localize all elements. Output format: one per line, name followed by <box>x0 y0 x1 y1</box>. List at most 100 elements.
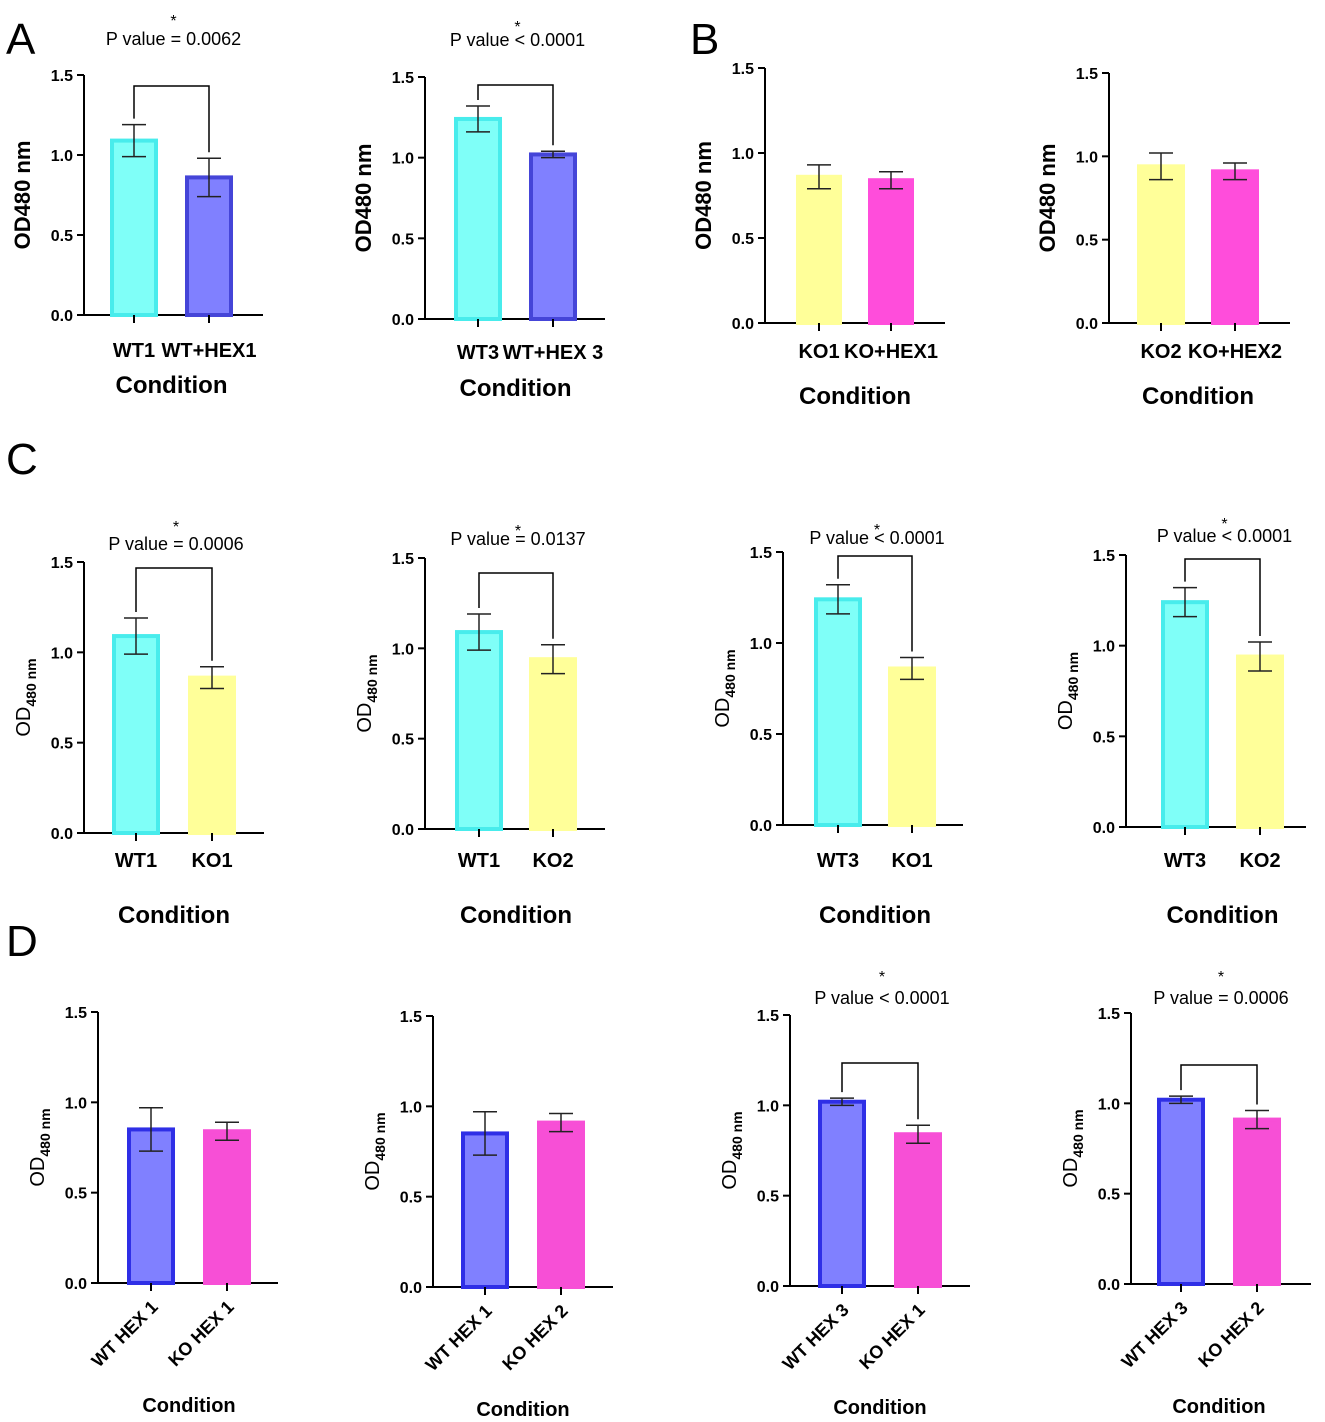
y-tick-label: 0.0 <box>1076 316 1098 333</box>
significance-star: * <box>173 519 179 536</box>
significance-bracket <box>841 1062 919 1120</box>
y-tick-label: 1.5 <box>750 545 772 562</box>
chart-3: 0.0 0.5 1.0 1.5 KO1 KO+HEX1 Condition OD480 nm <box>691 61 945 410</box>
chart-12: 0.0 0.5 1.0 1.5 WT HEX 3 KO HEX 2 Condition OD4… <box>1060 969 1311 1418</box>
significance-star: * <box>514 19 520 36</box>
x-category-label: KO1 <box>798 341 839 363</box>
p-value-label: P value < 0.0001 <box>809 528 944 548</box>
y-axis-title: OD480 nm <box>10 141 35 250</box>
y-tick-label: 0.0 <box>392 312 414 329</box>
y-axis-title: OD480 nm <box>1035 144 1060 253</box>
y-tick-label: 1.5 <box>1076 66 1098 83</box>
y-axis-title-main: OD <box>1055 700 1077 730</box>
significance-bracket <box>133 85 210 153</box>
x-category-label: WT3 <box>817 850 859 872</box>
bar-ko-hex1 <box>868 178 914 325</box>
x-category-label: WT HEX 1 <box>88 1297 162 1371</box>
y-tick-label: 1.0 <box>1093 639 1115 656</box>
significance-bracket <box>1180 1064 1258 1105</box>
significance-star: * <box>170 13 176 30</box>
y-tick-label: 0.0 <box>400 1280 422 1297</box>
y-tick-label: 1.0 <box>392 151 414 168</box>
y-axis-title-main: OD <box>13 707 35 737</box>
y-tick-label: 1.5 <box>65 1005 87 1022</box>
x-category-label: WT+HEX 3 <box>503 342 604 364</box>
y-axis-title: OD480 nm <box>719 1111 745 1189</box>
y-tick-label: 1.5 <box>392 551 414 568</box>
y-axis-title: OD480 nm <box>1055 652 1081 730</box>
x-category-label: KO1 <box>891 850 932 872</box>
bar-ko2 <box>529 657 577 831</box>
bar-ko1 <box>888 666 936 827</box>
y-tick-label: 0.5 <box>65 1186 87 1203</box>
y-tick-label: 0.5 <box>1093 729 1115 746</box>
y-axis-title: OD480 nm <box>712 649 738 727</box>
x-axis-title: Condition <box>460 375 572 402</box>
x-category-label: WT1 <box>113 340 155 362</box>
y-tick-label: 0.0 <box>392 822 414 839</box>
x-axis-title: Condition <box>116 372 228 399</box>
chart-9: 0.0 0.5 1.0 1.5 WT HEX 1 KO HEX 1 Condition OD4… <box>27 1005 278 1417</box>
x-axis-title: Condition <box>460 902 572 929</box>
bar-wt-hex-3 <box>529 152 577 321</box>
x-category-label: WT HEX 3 <box>779 1300 853 1374</box>
bar-wt1 <box>112 634 160 835</box>
panel-label-a: A <box>6 15 36 64</box>
bar-wt-hex-3 <box>818 1099 866 1288</box>
y-axis-title: OD480 nm <box>1060 1109 1086 1187</box>
bar-wt1 <box>110 138 158 317</box>
y-tick-label: 1.0 <box>65 1095 87 1112</box>
y-tick-label: 0.5 <box>1098 1187 1120 1204</box>
x-category-label: WT HEX 3 <box>1118 1298 1192 1372</box>
x-axis-title: Condition <box>799 383 911 410</box>
chart-8: 0.0 0.5 1.0 1.5 WT3 KO2 Condition OD480 nm *P va… <box>1055 516 1306 929</box>
y-axis-title-subscript: 480 nm <box>364 654 380 702</box>
y-tick-label: 0.5 <box>400 1190 422 1207</box>
y-tick-label: 0.0 <box>1098 1277 1120 1294</box>
y-tick-label: 1.5 <box>1098 1006 1120 1023</box>
y-axis-title-subscript: 480 nm <box>37 1108 53 1156</box>
y-axis-title: OD480 nm <box>351 144 376 253</box>
significance-bracket <box>135 567 213 661</box>
y-tick-label: 1.5 <box>51 68 73 85</box>
y-tick-label: 1.0 <box>757 1098 779 1115</box>
y-tick-label: 1.5 <box>400 1009 422 1026</box>
y-axis-title: OD480 nm <box>13 658 39 736</box>
y-tick-label: 0.5 <box>757 1189 779 1206</box>
y-tick-label: 0.0 <box>1093 820 1115 837</box>
x-category-label: WT1 <box>115 850 157 872</box>
bar-ko2 <box>1137 164 1185 325</box>
bar-ko-hex-2 <box>537 1120 585 1290</box>
y-tick-label: 0.0 <box>65 1276 87 1293</box>
chart-6: 0.0 0.5 1.0 1.5 WT1 KO2 Condition OD480 nm *P va… <box>354 523 605 929</box>
chart-7: 0.0 0.5 1.0 1.5 WT3 KO1 Condition OD480 nm *P va… <box>712 522 963 929</box>
y-tick-label: 0.5 <box>392 231 414 248</box>
y-tick-label: 1.5 <box>51 555 73 572</box>
p-value-label: P value = 0.0137 <box>450 529 585 549</box>
chart-5: 0.0 0.5 1.0 1.5 WT1 KO1 Condition OD480 nm *P va… <box>13 519 264 929</box>
y-tick-label: 1.5 <box>732 61 754 78</box>
p-value-label: P value < 0.0001 <box>1157 526 1292 546</box>
y-tick-label: 0.5 <box>392 732 414 749</box>
y-tick-label: 0.5 <box>1076 233 1098 250</box>
x-axis-title: Condition <box>142 1395 235 1417</box>
x-category-label: KO2 <box>1140 341 1181 363</box>
y-axis-title-subscript: 480 nm <box>722 649 738 697</box>
x-category-label: KO HEX 2 <box>498 1301 572 1375</box>
significance-star: * <box>879 969 885 986</box>
y-axis-title-main: OD <box>354 703 376 733</box>
y-tick-label: 1.0 <box>1098 1096 1120 1113</box>
y-tick-label: 0.0 <box>750 818 772 835</box>
significance-bracket <box>837 555 913 652</box>
y-tick-label: 0.5 <box>51 228 73 245</box>
x-category-label: WT1 <box>458 850 500 872</box>
bar-ko1 <box>796 174 842 325</box>
y-tick-label: 1.0 <box>51 148 73 165</box>
x-category-label: KO2 <box>1239 850 1280 872</box>
x-category-label: KO+HEX1 <box>844 341 938 363</box>
bar-wt3 <box>1161 600 1209 829</box>
y-tick-label: 0.5 <box>750 727 772 744</box>
y-tick-label: 0.0 <box>732 316 754 333</box>
